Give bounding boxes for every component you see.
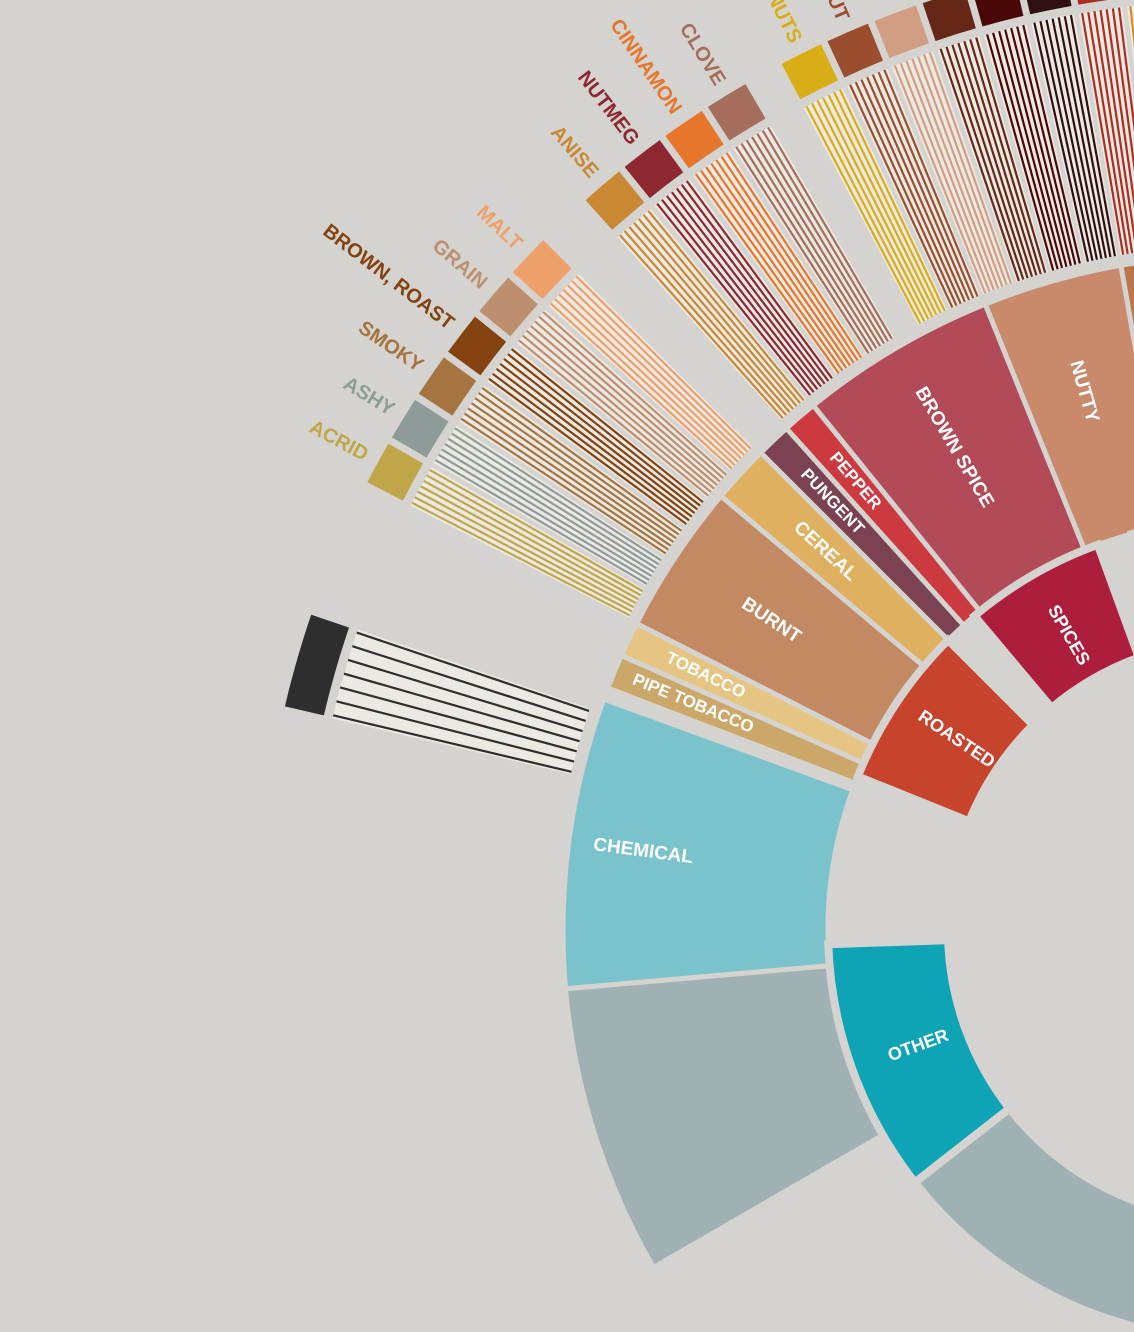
outer-peanuts-tab: [778, 41, 841, 102]
outer-molasses-bar: [1031, 14, 1118, 263]
outer-grain-tab: [476, 274, 541, 340]
outer-malt-tab: [510, 237, 575, 302]
wheel-center-hole: [950, 661, 1134, 1199]
outer-acrid-bar: [410, 467, 644, 618]
subcategory-ring: SWEET AROMATICSOVERALL SWEETVANILLINVANI…: [560, 260, 1134, 1271]
outer-nutmeg-tab: [621, 137, 687, 201]
outer-dark-chocolate-bar: [983, 24, 1083, 272]
outer-chocolate-bar: [937, 36, 1048, 282]
outer-anise-tab: [582, 168, 648, 233]
outer-peanuts-label: PEANUTS: [744, 0, 806, 47]
outer-blank-tab: [282, 612, 352, 718]
outer-clove-bar: [733, 125, 894, 355]
outer-flavor-ring: HONEYCARAMELIZEDMAPLE SYRUPMOLASSESDARK …: [282, 0, 1134, 775]
category-roasted-segment: [852, 634, 1039, 827]
outer-hazelnut-tab: [824, 21, 886, 81]
category-spices-segment: [968, 539, 1134, 714]
outer-almond-tab: [871, 2, 932, 61]
category-blank-segment: [909, 1102, 1134, 1331]
outer-hazelnut-bar: [847, 68, 980, 309]
outer-molasses-tab: [1024, 0, 1074, 17]
outer-nutmeg-bar: [654, 179, 834, 397]
outer-caramelized-bar: [1127, 5, 1134, 65]
outer-acrid-tab: [364, 440, 426, 504]
outer-dark-chocolate-tab: [972, 0, 1026, 29]
category-ring: SWEETNUTTY/COCOASPICESROASTEDOTHER: [824, 529, 1134, 1331]
outer-nutmeg-label: NUTMEG: [573, 67, 643, 149]
outer-ashy-label: ASHY: [339, 373, 398, 421]
outer-grain-label: GRAIN: [428, 235, 491, 294]
outer-peanuts-bar: [803, 88, 947, 325]
outer-malt-bar: [548, 274, 753, 471]
outer-malt-label: MALT: [472, 201, 526, 254]
outer-almond-label: ALMOND: [850, 0, 901, 4]
outer-brown-roast-bar: [487, 346, 705, 526]
outer-clove-tab: [705, 81, 769, 144]
category-nutty-cocoa-segment: [1126, 529, 1134, 558]
outer-ashy-bar: [433, 425, 663, 586]
outer-brown-roast-tab: [445, 313, 509, 379]
outer-cinnamon-bar: [693, 151, 864, 375]
outer-grain-bar: [516, 309, 728, 498]
outer-maple-syrup-bar: [1078, 7, 1134, 256]
wheel-center: [950, 661, 1134, 1199]
outer-hazelnut-label: HAZELNUT: [790, 0, 853, 24]
outer-blank-bar: [332, 629, 590, 775]
outer-cinnamon-tab: [662, 108, 727, 172]
outer-clove-label: CLOVE: [675, 19, 730, 89]
outer-smoky-tab: [416, 354, 480, 419]
outer-acrid-label: ACRID: [306, 416, 372, 466]
outer-anise-label: ANISE: [546, 122, 602, 183]
outer-chocolate-tab: [920, 0, 979, 44]
outer-smoky-bar: [459, 385, 683, 556]
outer-smoky-label: SMOKY: [354, 317, 427, 377]
outer-maple-syrup-tab: [1075, 0, 1123, 7]
outer-ashy-tab: [389, 397, 452, 461]
outer-almond-bar: [891, 51, 1014, 295]
outer-brown-roast-label: BROWN, ROAST: [319, 220, 458, 334]
outer-anise-bar: [617, 208, 806, 420]
